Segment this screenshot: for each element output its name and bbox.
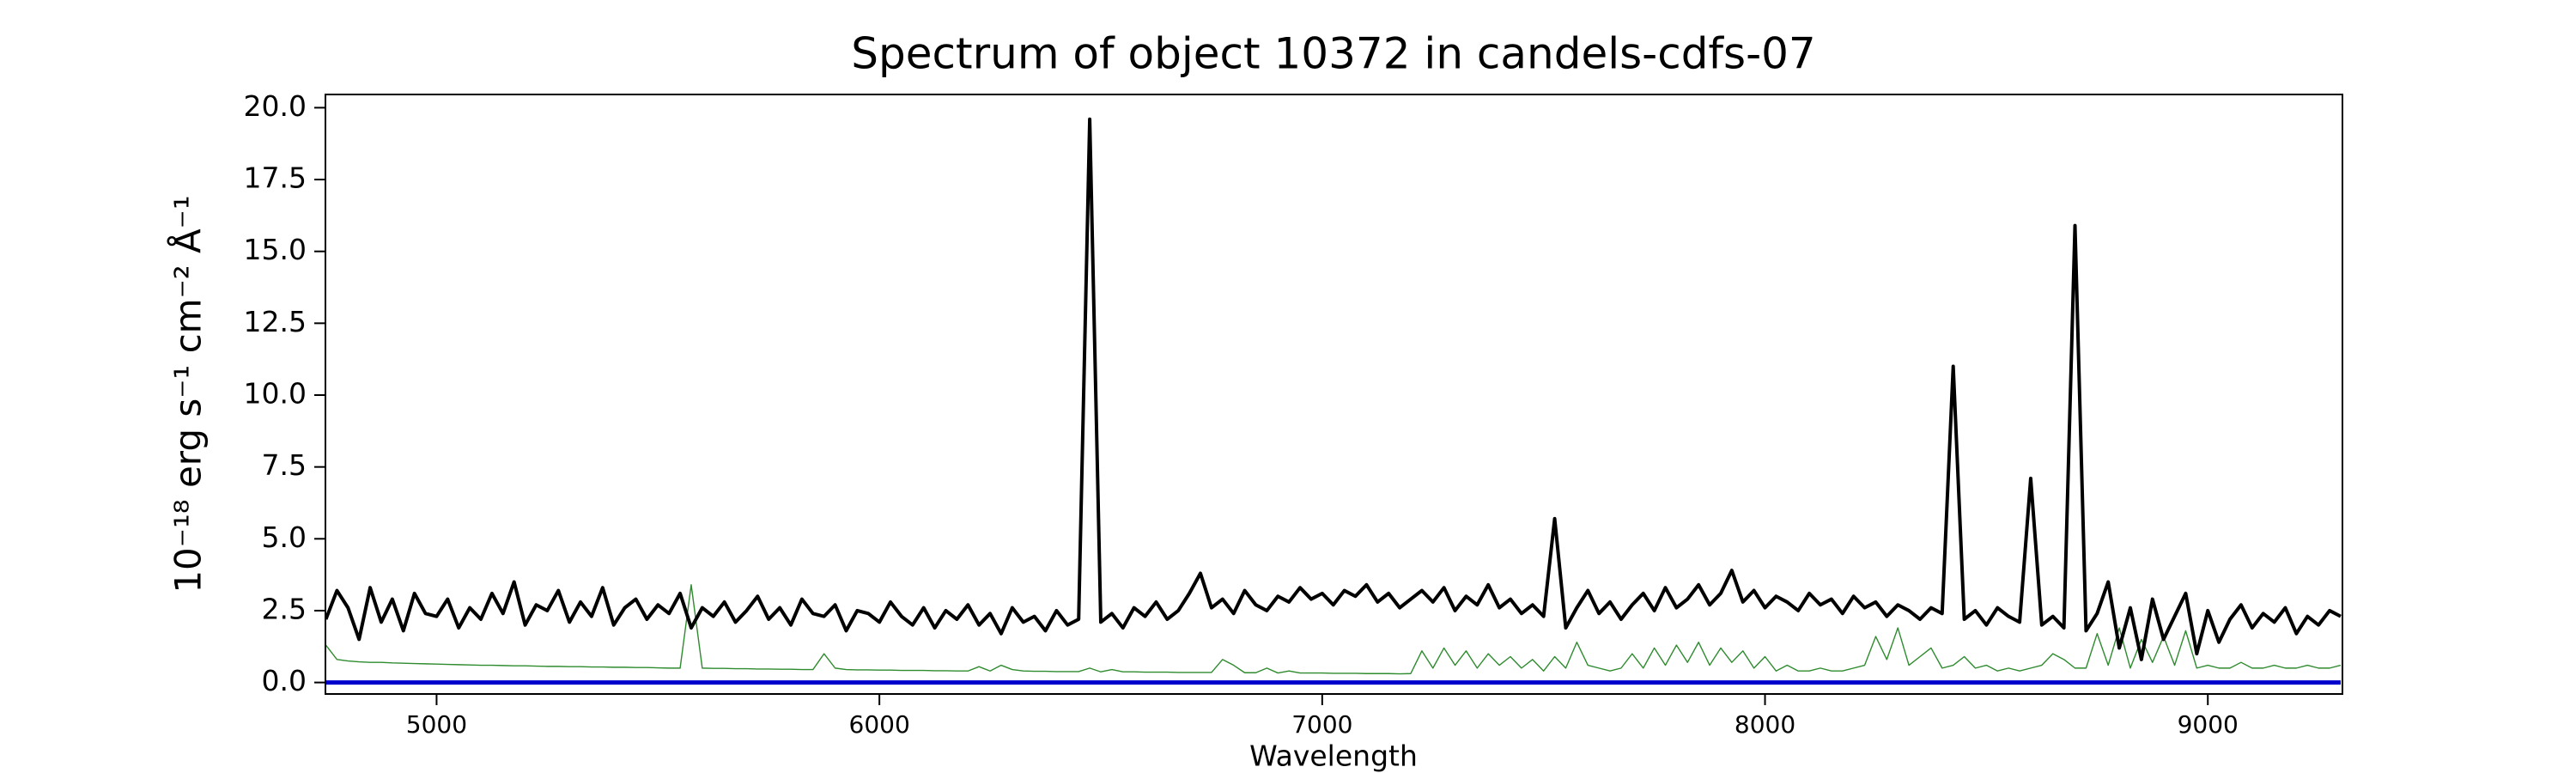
y-tick-label: 5.0 <box>262 520 307 554</box>
x-tick-label: 7000 <box>1291 710 1352 739</box>
y-tick-label: 10.0 <box>244 377 307 411</box>
spectrum-line <box>325 117 2342 661</box>
x-tick-label: 6000 <box>849 710 910 739</box>
y-tick-label: 15.0 <box>244 233 307 266</box>
y-tick-label: 2.5 <box>262 592 307 625</box>
plot-frame <box>325 94 2343 695</box>
y-tick-label: 0.0 <box>262 664 307 697</box>
y-tick-label: 17.5 <box>244 161 307 195</box>
x-tick-label: 9000 <box>2178 710 2239 739</box>
x-axis-label: Wavelength <box>1249 740 1418 773</box>
x-tick-label: 5000 <box>406 710 467 739</box>
x-tick-label: 8000 <box>1735 710 1795 739</box>
y-tick-label: 7.5 <box>262 448 307 482</box>
chart-title: Spectrum of object 10372 in candels-cdfs… <box>851 29 1816 79</box>
y-tick-label: 12.5 <box>244 305 307 338</box>
spectrum-line <box>325 584 2342 675</box>
y-tick-label: 20.0 <box>244 89 307 123</box>
y-axis-label: 10⁻¹⁸ erg s⁻¹ cm⁻² Å⁻¹ <box>167 195 210 593</box>
